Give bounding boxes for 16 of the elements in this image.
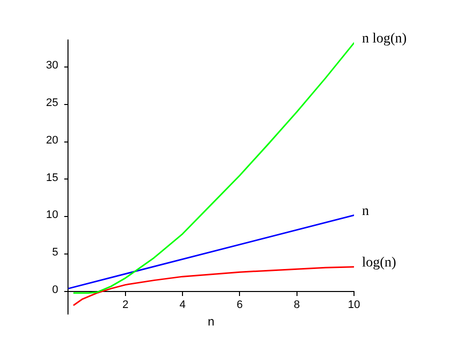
y-tick-label: 0 — [52, 284, 58, 296]
series-label: n log(n) — [362, 32, 408, 47]
x-tick-label: 8 — [294, 299, 300, 312]
x-tick-label: 10 — [348, 299, 360, 312]
x-tick-label: 4 — [179, 299, 186, 312]
x-tick-label: 2 — [122, 299, 128, 312]
y-tick-label: 5 — [52, 246, 58, 259]
y-tick-label: 10 — [46, 209, 58, 222]
y-tick-label: 20 — [46, 134, 58, 146]
y-tick-label: 25 — [46, 96, 58, 109]
series-label: log(n) — [362, 256, 397, 271]
y-tick-label: 30 — [46, 59, 58, 72]
series-label: n — [362, 204, 369, 219]
y-tick-label: 15 — [46, 172, 58, 184]
x-tick-label: 6 — [236, 299, 243, 312]
x-axis-title: n — [208, 314, 214, 328]
